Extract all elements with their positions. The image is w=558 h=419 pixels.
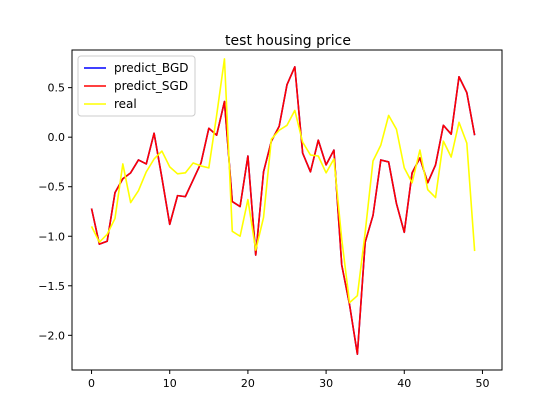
- y-tick-label: −0.5: [38, 181, 65, 194]
- series-line-real: [90, 58, 476, 304]
- legend-box: [77, 55, 196, 117]
- y-tick-label: −2.0: [38, 329, 65, 342]
- x-tick-label: 10: [163, 377, 177, 390]
- legend-label: predict_SGD: [114, 79, 188, 93]
- chart-title: test housing price: [225, 33, 351, 49]
- x-tick-label: 40: [397, 377, 411, 390]
- legend-label: predict_BGD: [114, 61, 188, 75]
- x-tick-label: 30: [319, 377, 333, 390]
- series-line-predict-sgd: [90, 66, 476, 355]
- plot-frame: [71, 49, 503, 371]
- series-lines: [90, 58, 476, 355]
- y-axis-ticks: 0.5 0.0 −0.5 −1.0 −1.5 −2.0: [38, 82, 72, 342]
- y-tick-label: 0.0: [48, 131, 66, 144]
- y-tick-label: −1.5: [38, 280, 65, 293]
- x-tick-label: 50: [475, 377, 489, 390]
- x-axis-ticks: 0 10 20 30 40 50: [88, 370, 489, 390]
- y-tick-label: 0.5: [48, 82, 66, 95]
- x-tick-label: 20: [241, 377, 255, 390]
- y-tick-label: −1.0: [38, 230, 65, 243]
- legend-label: real: [114, 97, 137, 111]
- x-tick-label: 0: [88, 377, 95, 390]
